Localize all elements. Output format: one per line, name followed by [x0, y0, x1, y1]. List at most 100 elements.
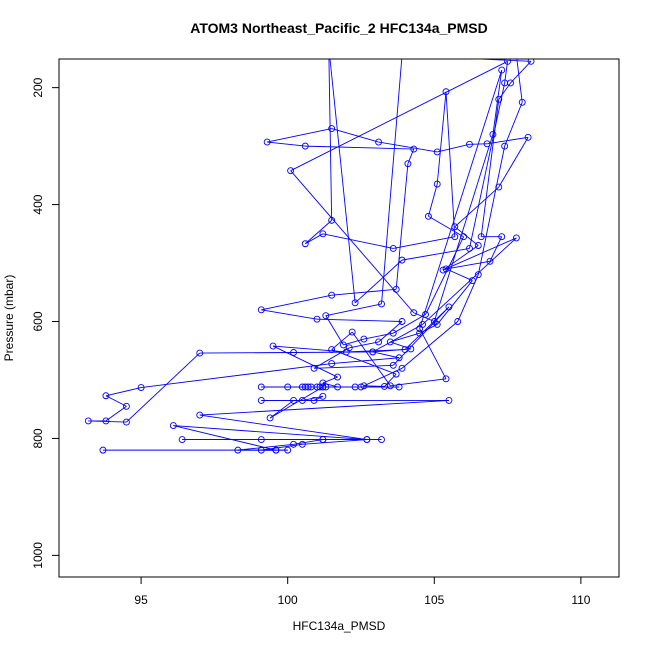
- data-point: [178, 436, 186, 444]
- data-point: [298, 396, 306, 404]
- series-segment: [267, 141, 306, 147]
- series-segment: [331, 331, 353, 350]
- data-point: [313, 315, 321, 323]
- data-point: [310, 364, 318, 372]
- data-point: [512, 234, 520, 242]
- data-point: [468, 277, 476, 285]
- series-segment: [105, 387, 142, 397]
- x-tick-label: 95: [134, 593, 148, 607]
- data-point: [304, 383, 312, 391]
- data-point: [298, 440, 306, 448]
- data-point: [328, 291, 336, 299]
- x-axis-title: HFC134a_PMSD: [293, 619, 386, 633]
- data-point: [290, 440, 298, 448]
- y-tick-label: 1000: [31, 542, 45, 569]
- series-segment: [199, 352, 294, 354]
- series-segment: [419, 69, 503, 329]
- series-segment: [173, 425, 277, 451]
- y-axis-title: Pressure (mbar): [2, 275, 16, 362]
- series-segment: [272, 345, 338, 378]
- series-segment: [304, 220, 332, 245]
- data-point: [451, 223, 459, 231]
- series-segment: [302, 395, 323, 401]
- series-segment: [498, 137, 529, 188]
- series-segment: [290, 60, 508, 172]
- data-point: [284, 446, 292, 454]
- plot-frame: [58, 58, 620, 578]
- data-point: [102, 392, 110, 400]
- data-point: [389, 244, 397, 252]
- series-segment: [349, 341, 379, 349]
- data-point: [474, 271, 482, 279]
- data-point: [439, 266, 447, 274]
- data-point: [257, 396, 265, 404]
- series-segment: [393, 314, 426, 334]
- series-segment: [328, 59, 333, 221]
- data-point: [416, 325, 424, 332]
- data-point: [290, 349, 298, 356]
- series-segment: [354, 259, 403, 304]
- series-segment: [469, 82, 506, 249]
- series-segment: [436, 280, 473, 325]
- data-point: [395, 354, 403, 362]
- series-segment: [510, 61, 532, 84]
- data-point: [301, 240, 309, 248]
- series-segment: [305, 145, 414, 150]
- series-segment: [504, 102, 523, 147]
- series-segment: [395, 163, 409, 290]
- series-segment: [261, 309, 318, 320]
- y-axis: 200 400 600 800 1000: [31, 77, 59, 569]
- series-segment: [372, 348, 411, 353]
- series-segment: [407, 148, 415, 164]
- series-segment: [516, 59, 523, 103]
- data-point: [169, 422, 177, 430]
- series-segment: [372, 324, 423, 353]
- data-point: [84, 417, 92, 425]
- series-segment: [105, 395, 127, 407]
- data-point: [137, 384, 145, 392]
- series-segment: [390, 332, 420, 343]
- series-segment: [378, 141, 438, 153]
- data-point: [328, 125, 336, 133]
- data-point: [513, 52, 519, 58]
- data-point: [375, 338, 383, 346]
- series-segment: [486, 136, 529, 145]
- series-segment: [126, 352, 201, 423]
- x-axis: 95 100 105 110: [134, 577, 591, 607]
- series-segment: [428, 215, 464, 238]
- data-point: [122, 418, 130, 426]
- series-segment: [393, 236, 455, 249]
- data-point: [466, 140, 473, 148]
- data-point: [234, 446, 242, 454]
- series-layer: [84, 52, 535, 454]
- data-point: [360, 335, 368, 343]
- series-segment: [331, 128, 379, 143]
- series-segment: [267, 128, 332, 143]
- data-point: [501, 79, 509, 87]
- data-point: [404, 160, 412, 168]
- data-point: [495, 95, 503, 103]
- series-segment: [343, 338, 365, 346]
- data-point: [310, 396, 318, 404]
- series-segment: [313, 395, 324, 401]
- series-segment: [316, 318, 403, 322]
- data-point: [410, 309, 418, 317]
- series-segment: [477, 146, 506, 275]
- data-point: [196, 411, 204, 419]
- data-point: [392, 370, 400, 378]
- data-point: [322, 312, 330, 320]
- series-segment: [199, 414, 367, 441]
- data-point: [339, 341, 347, 349]
- data-point: [345, 344, 353, 352]
- data-point: [399, 52, 405, 58]
- series-segment: [427, 183, 438, 217]
- data-point: [263, 138, 271, 146]
- data-point: [334, 373, 341, 381]
- data-point: [272, 446, 280, 454]
- y-tick-label: 200: [31, 77, 45, 97]
- data-point: [495, 183, 503, 191]
- series-segment: [237, 443, 294, 451]
- data-point: [410, 145, 418, 153]
- data-point: [378, 436, 385, 444]
- data-point: [99, 446, 107, 454]
